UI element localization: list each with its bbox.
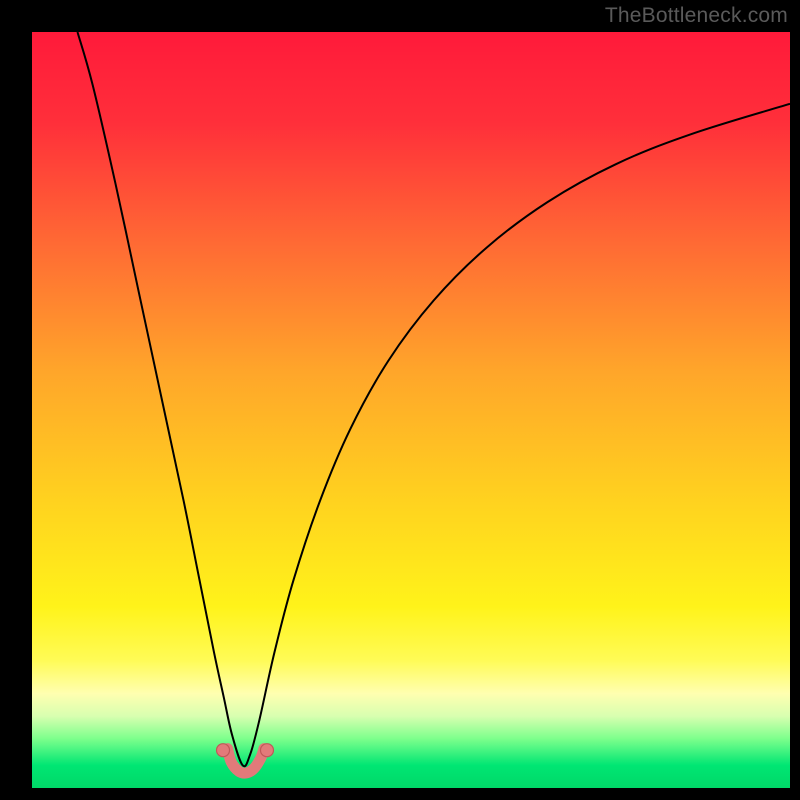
watermark-text: TheBottleneck.com [605,4,788,28]
marker-dots [217,744,274,757]
marker-dot [260,744,273,757]
curve-layer [32,32,790,788]
marker-u [228,749,264,773]
plot-area [32,32,790,788]
bottleneck-curve [77,32,790,766]
marker-dot [217,744,230,757]
